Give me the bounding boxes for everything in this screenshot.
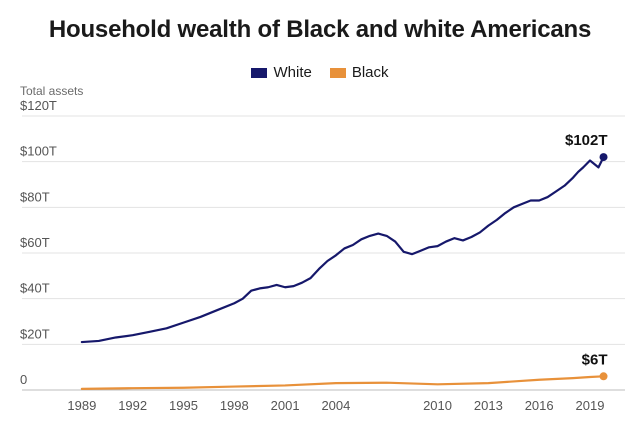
chart-legend: White Black bbox=[0, 64, 640, 81]
legend-label-black: Black bbox=[351, 64, 389, 81]
y-tick-label: $80T bbox=[20, 189, 50, 204]
x-tick-label: 2010 bbox=[423, 398, 452, 413]
x-tick-label: 1998 bbox=[220, 398, 249, 413]
series-line-white bbox=[80, 156, 605, 344]
x-tick-labels: 1989 1992 1995 1998 2001 2004 2010 2013 2016 2019 bbox=[67, 398, 604, 413]
gridlines bbox=[22, 115, 625, 391]
legend-label-white: White bbox=[273, 64, 312, 81]
y-tick-labels: 0 $20T $40T $60T $80T $100T $120T bbox=[20, 98, 57, 387]
legend-swatch-white bbox=[251, 67, 268, 78]
y-tick-label: $100T bbox=[20, 144, 57, 159]
x-tick-label: 2001 bbox=[271, 398, 300, 413]
end-point-white bbox=[599, 153, 608, 162]
x-tick-label: 2013 bbox=[474, 398, 503, 413]
legend-swatch-black bbox=[329, 67, 346, 78]
y-axis-title: Total assets bbox=[20, 84, 84, 98]
y-tick-label: $60T bbox=[20, 235, 50, 250]
end-label-white: $102T bbox=[565, 132, 608, 149]
series-line-black bbox=[80, 375, 605, 390]
legend-item-black: Black bbox=[329, 64, 389, 81]
chart-title: Household wealth of Black and white Amer… bbox=[48, 16, 592, 43]
legend-item-white: White bbox=[251, 64, 312, 81]
y-tick-label: 0 bbox=[20, 372, 27, 387]
y-tick-label: $40T bbox=[20, 281, 50, 296]
x-tick-label: 1992 bbox=[118, 398, 147, 413]
end-label-black: $6T bbox=[582, 351, 608, 368]
series-lines bbox=[80, 153, 608, 390]
y-tick-label: $20T bbox=[20, 326, 50, 341]
y-tick-label: $120T bbox=[20, 98, 57, 113]
x-tick-label: 2004 bbox=[321, 398, 350, 413]
x-tick-label: 1995 bbox=[169, 398, 198, 413]
end-annotations: $102T $6T bbox=[565, 132, 608, 368]
x-tick-label: 2016 bbox=[525, 398, 554, 413]
x-tick-label: 1989 bbox=[67, 398, 96, 413]
x-tick-label: 2019 bbox=[576, 398, 605, 413]
end-point-black bbox=[599, 372, 608, 381]
